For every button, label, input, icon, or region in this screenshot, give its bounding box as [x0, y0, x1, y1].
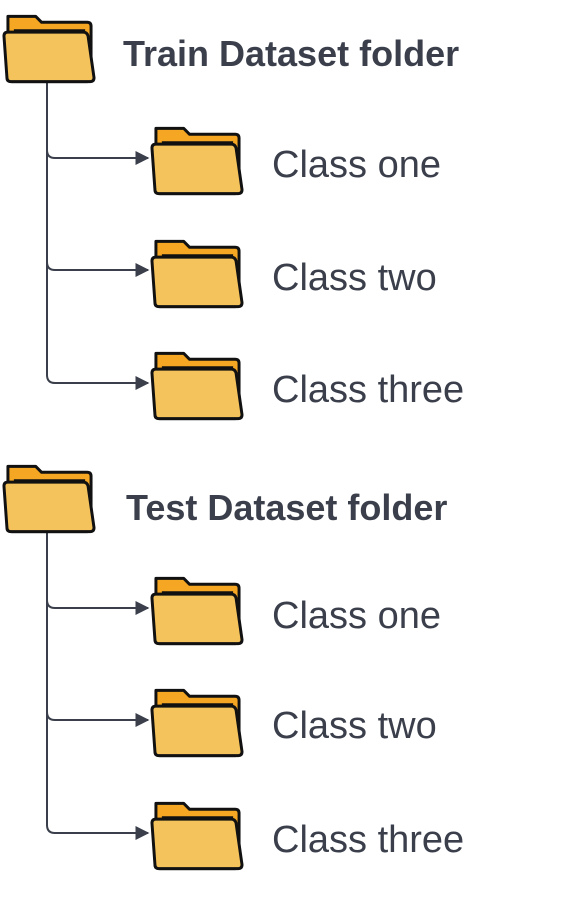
test-connectors — [46, 533, 150, 840]
train-connector-line-1 — [46, 82, 150, 165]
train-folder-title: Train Dataset folder — [123, 33, 459, 74]
train-class-label-1: Class one — [272, 144, 441, 186]
test-dataset-group: Test Dataset folder Class one Class two … — [2, 464, 464, 871]
train-connector-line-3 — [46, 262, 150, 390]
folder-icon[interactable] — [150, 239, 244, 309]
folder-icon[interactable] — [150, 351, 244, 421]
test-connector-line-1 — [46, 533, 150, 615]
folder-icon[interactable] — [150, 126, 244, 196]
train-connectors — [46, 82, 150, 390]
train-class-label-2: Class two — [272, 257, 437, 299]
folder-icon[interactable] — [150, 801, 244, 871]
test-folder-title: Test Dataset folder — [126, 487, 447, 528]
train-dataset-group: Train Dataset folder Class one Class two… — [2, 14, 464, 421]
test-class-label-1: Class one — [272, 595, 441, 637]
folder-icon[interactable] — [150, 576, 244, 646]
test-class-label-3: Class three — [272, 819, 464, 861]
folder-icon[interactable] — [2, 14, 96, 84]
train-class-label-3: Class three — [272, 369, 464, 411]
test-connector-line-3 — [46, 712, 150, 840]
train-connector-line-2 — [46, 150, 150, 277]
test-connector-line-2 — [46, 600, 150, 727]
test-class-label-2: Class two — [272, 705, 437, 747]
folder-icon[interactable] — [2, 464, 96, 534]
folder-icon[interactable] — [150, 688, 244, 758]
